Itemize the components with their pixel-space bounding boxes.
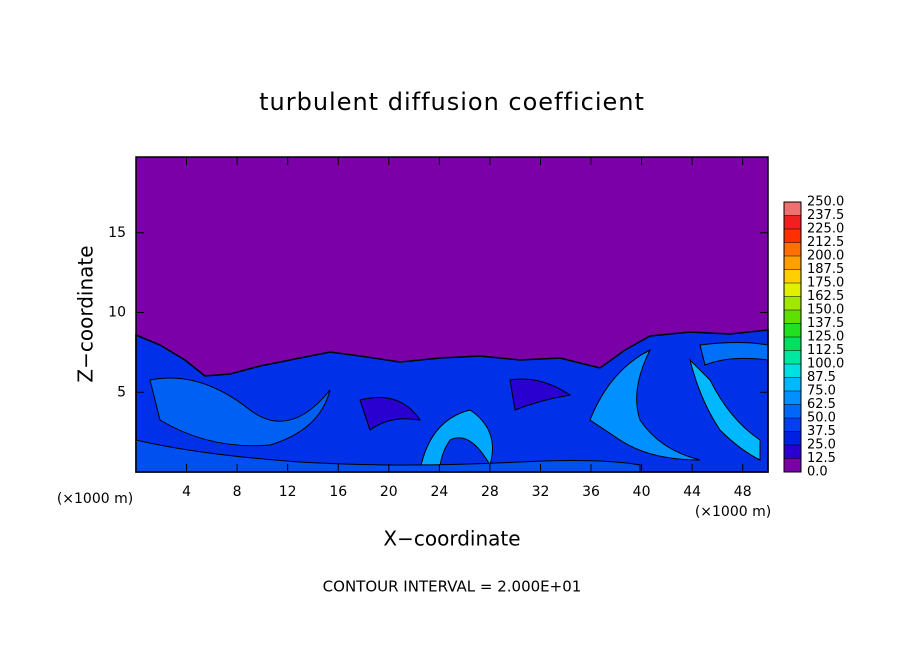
colorbar-label: 50.0 (807, 411, 836, 426)
colorbar-label: 125.0 (807, 330, 844, 345)
colorbar-band (784, 202, 801, 216)
y-tick-label: 10 (108, 305, 126, 321)
x-tick-label: 24 (430, 484, 448, 500)
colorbar-band (784, 323, 801, 337)
colorbar-band (784, 364, 801, 378)
field-region (689, 358, 761, 461)
colorbar-band (784, 377, 801, 391)
contour-field (135, 157, 769, 473)
colorbar-band (784, 445, 801, 459)
y-tick-label: 5 (117, 384, 126, 400)
field-region (509, 378, 572, 411)
colorbar-label: 175.0 (807, 276, 844, 291)
colorbar-label: 62.5 (807, 397, 836, 412)
x-tick-label: 48 (734, 484, 752, 500)
colorbar-label: 25.0 (807, 438, 836, 453)
colorbar-band (784, 458, 801, 472)
colorbar-label: 12.5 (807, 451, 836, 466)
colorbar-band (784, 418, 801, 432)
colorbar-label: 37.5 (807, 424, 836, 439)
colorbar-band (784, 215, 801, 229)
colorbar-label: 250.0 (807, 195, 844, 210)
colorbar-label: 87.5 (807, 370, 836, 385)
colorbar-label: 162.5 (807, 289, 844, 304)
x-tick-label: 40 (633, 484, 651, 500)
colorbar-band (784, 391, 801, 405)
x-tick-label: 44 (683, 484, 701, 500)
colorbar-band (784, 296, 801, 310)
colorbar-label: 187.5 (807, 262, 844, 277)
colorbar-label: 212.5 (807, 235, 844, 250)
colorbar-band (784, 337, 801, 351)
colorbar-label: 75.0 (807, 384, 836, 399)
colorbar-label: 200.0 (807, 249, 844, 264)
y-tick-label: 15 (108, 225, 126, 241)
field-region (149, 377, 331, 447)
colorbar-band (784, 283, 801, 297)
field-region (589, 348, 701, 461)
colorbar-label: 100.0 (807, 357, 844, 372)
colorbar-label: 225.0 (807, 222, 844, 237)
contour-note: CONTOUR INTERVAL = 2.000E+01 (323, 578, 582, 596)
colorbar-band (784, 350, 801, 364)
x-tick-label: 16 (329, 484, 347, 500)
x-tick-label: 20 (380, 484, 398, 500)
colorbar-label: 237.5 (807, 208, 844, 223)
plot-frame (135, 156, 769, 473)
x-unit-label: (×1000 m) (695, 504, 771, 520)
field-region (135, 329, 769, 473)
colorbar-label: 137.5 (807, 316, 844, 331)
x-axis-label: X−coordinate (383, 527, 520, 551)
field-region (359, 397, 422, 431)
x-tick-label: 36 (582, 484, 600, 500)
colorbar-band (784, 242, 801, 256)
colorbar-band (784, 256, 801, 270)
colorbar-label: 150.0 (807, 303, 844, 318)
x-tick-label: 28 (481, 484, 499, 500)
x-tick-label: 32 (532, 484, 550, 500)
colorbar-label: 112.5 (807, 343, 844, 358)
y-axis-label: Z−coordinate (74, 245, 98, 382)
x-tick-label: 12 (279, 484, 297, 500)
x-unit-label: (×1000 m) (57, 491, 133, 507)
colorbar-band (784, 404, 801, 418)
colorbar-band (784, 229, 801, 243)
chart-title: turbulent diffusion coefficient (259, 88, 645, 116)
x-tick-label: 4 (182, 484, 191, 500)
field-region (135, 439, 641, 473)
colorbar-band (784, 431, 801, 445)
colorbar-band (784, 269, 801, 283)
colorbar-label: 0.0 (807, 465, 828, 480)
x-tick-label: 8 (233, 484, 242, 500)
colorbar-band (784, 310, 801, 324)
